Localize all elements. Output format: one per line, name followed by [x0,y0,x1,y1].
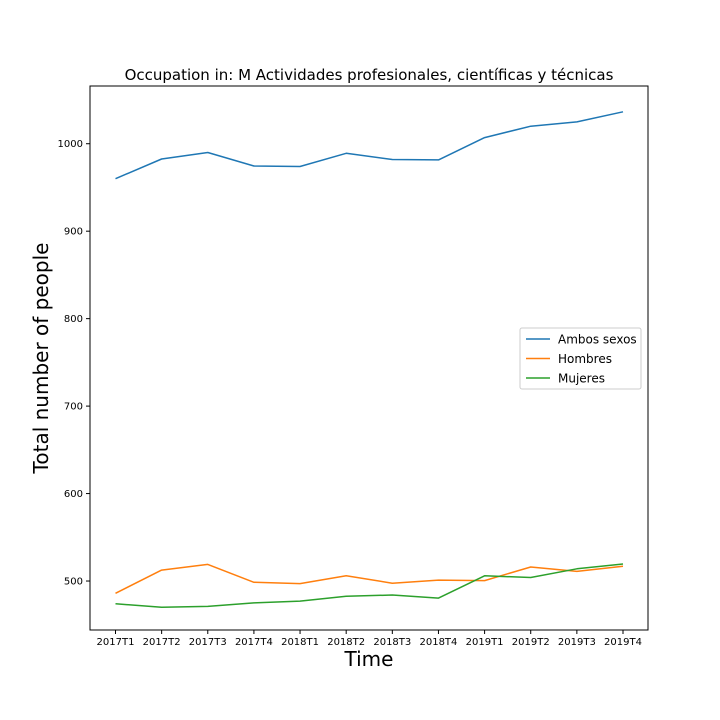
y-tick-label: 800 [64,314,83,325]
series-lines [115,111,624,609]
x-tick-label: 2017T3 [189,637,227,648]
legend-box [519,327,642,390]
chart-title: Occupation in: M Actividades profesional… [125,66,614,84]
legend-label: Mujeres [558,372,605,386]
series-line-mujeres [115,563,624,609]
x-axis-label: Time [344,647,394,671]
series-line-hombres [115,563,624,594]
x-tick-label: 2019T3 [558,637,596,648]
x-axis: 2017T1 2017T2 2017T3 2017T4 2018T1 2018T2 2018… [97,630,642,648]
x-tick-label: 2018T1 [281,637,319,648]
x-tick-label: 2019T2 [512,637,550,648]
x-tick-label: 2018T3 [373,637,411,648]
x-tick-label: 2018T2 [327,637,365,648]
legend: Ambos sexos Hombres Mujeres [519,327,642,390]
y-tick-label: 600 [64,489,83,500]
legend-label: Hombres [558,352,612,366]
y-tick-label: 900 [64,227,83,238]
legend-label: Ambos sexos [558,333,637,347]
series-line-ambos-sexos [115,111,624,180]
x-tick-label: 2018T4 [419,637,457,648]
plot-area [89,85,649,631]
x-tick-label: 2019T4 [604,637,642,648]
x-tick-label: 2019T1 [466,637,504,648]
y-tick-label: 500 [64,577,83,588]
x-tick-label: 2017T2 [143,637,181,648]
x-tick-label: 2017T4 [235,637,273,648]
y-axis: 500 600 700 800 900 1000 [58,139,90,588]
y-axis-label: Total number of people [29,243,53,475]
y-tick-label: 1000 [58,139,83,150]
y-tick-label: 700 [64,402,83,413]
x-tick-label: 2017T1 [97,637,135,648]
